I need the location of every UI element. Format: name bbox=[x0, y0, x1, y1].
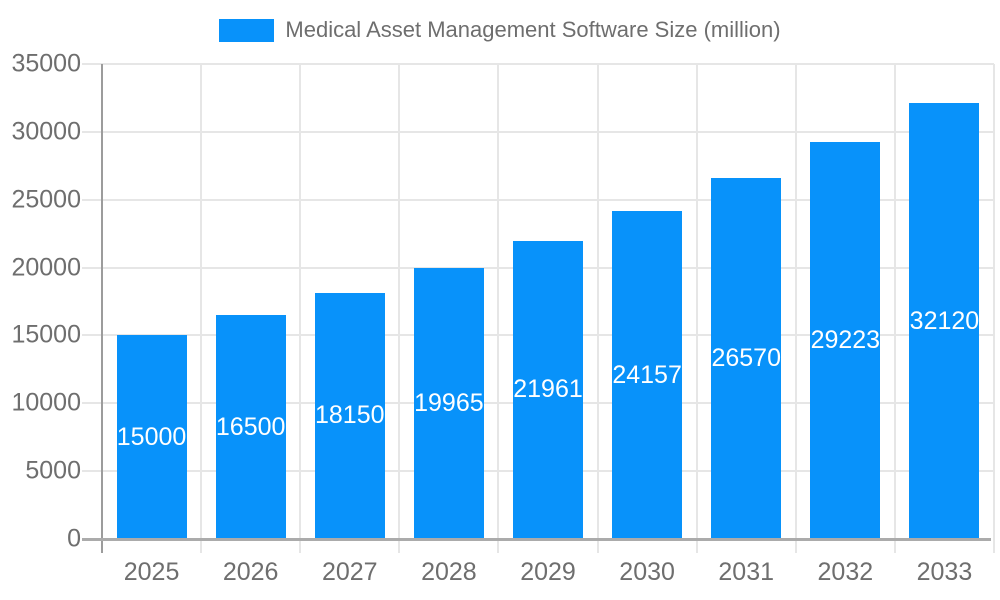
bar bbox=[711, 178, 782, 539]
legend-label: Medical Asset Management Software Size (… bbox=[285, 17, 781, 42]
y-axis-tick-label: 15000 bbox=[11, 320, 81, 349]
bar-value-label: 21961 bbox=[513, 375, 583, 404]
x-axis-line bbox=[82, 538, 991, 541]
legend[interactable]: Medical Asset Management Software Size (… bbox=[0, 17, 1000, 43]
x-axis-tick-label: 2029 bbox=[520, 558, 576, 586]
bar bbox=[909, 103, 980, 539]
gridline-vertical bbox=[398, 64, 401, 553]
bar-value-label: 32120 bbox=[909, 306, 980, 335]
x-axis-tick-label: 2031 bbox=[718, 558, 775, 586]
gridline-vertical bbox=[497, 64, 500, 553]
gridline-vertical bbox=[695, 64, 698, 553]
x-axis-tick-label: 2025 bbox=[123, 558, 180, 586]
bar-value-label: 16500 bbox=[215, 412, 286, 441]
y-axis-tick-label: 30000 bbox=[11, 117, 81, 146]
y-axis-tick-label: 5000 bbox=[25, 456, 81, 485]
bar-value-label: 26570 bbox=[711, 344, 781, 373]
gridline-vertical bbox=[893, 64, 896, 553]
gridline-vertical bbox=[993, 64, 995, 553]
bar bbox=[116, 335, 187, 539]
x-axis-tick-label: 2032 bbox=[817, 558, 874, 586]
gridline-horizontal bbox=[82, 63, 994, 65]
y-axis-tick-label: 10000 bbox=[11, 388, 81, 417]
bar bbox=[810, 142, 881, 539]
x-axis-tick-label: 2033 bbox=[916, 558, 973, 586]
bar bbox=[314, 292, 385, 539]
bar-value-label: 19965 bbox=[414, 389, 484, 418]
gridline-vertical bbox=[794, 64, 797, 553]
x-axis-tick-label: 2030 bbox=[619, 558, 675, 586]
y-axis-tick-label: 20000 bbox=[11, 253, 81, 282]
plot-area: 0 5000 10000 15000 20000 25000 30000 35000 15000… bbox=[11, 50, 995, 586]
gridline-vertical bbox=[200, 64, 203, 553]
y-axis-line bbox=[101, 64, 103, 553]
gridline-vertical bbox=[299, 64, 302, 553]
gridline-horizontal bbox=[82, 130, 994, 133]
bar-value-label: 29223 bbox=[810, 326, 881, 355]
legend-swatch-icon bbox=[219, 18, 275, 42]
x-axis-tick-label: 2028 bbox=[421, 558, 477, 586]
x-axis-tick-label: 2027 bbox=[321, 558, 378, 586]
gridline-horizontal bbox=[82, 198, 994, 201]
bar-value-label: 15000 bbox=[116, 422, 187, 451]
bar bbox=[215, 315, 286, 539]
y-axis-tick-label: 0 bbox=[67, 524, 81, 553]
bar bbox=[513, 240, 583, 539]
x-axis-tick-label: 2026 bbox=[222, 558, 279, 586]
y-axis-tick-label: 25000 bbox=[11, 185, 81, 214]
y-axis-tick-label: 35000 bbox=[11, 49, 81, 78]
bar-value-label: 18150 bbox=[315, 401, 385, 430]
gridline-vertical bbox=[596, 64, 599, 553]
bar bbox=[612, 211, 683, 539]
bar bbox=[413, 268, 484, 539]
bar-value-label: 24157 bbox=[612, 360, 682, 389]
